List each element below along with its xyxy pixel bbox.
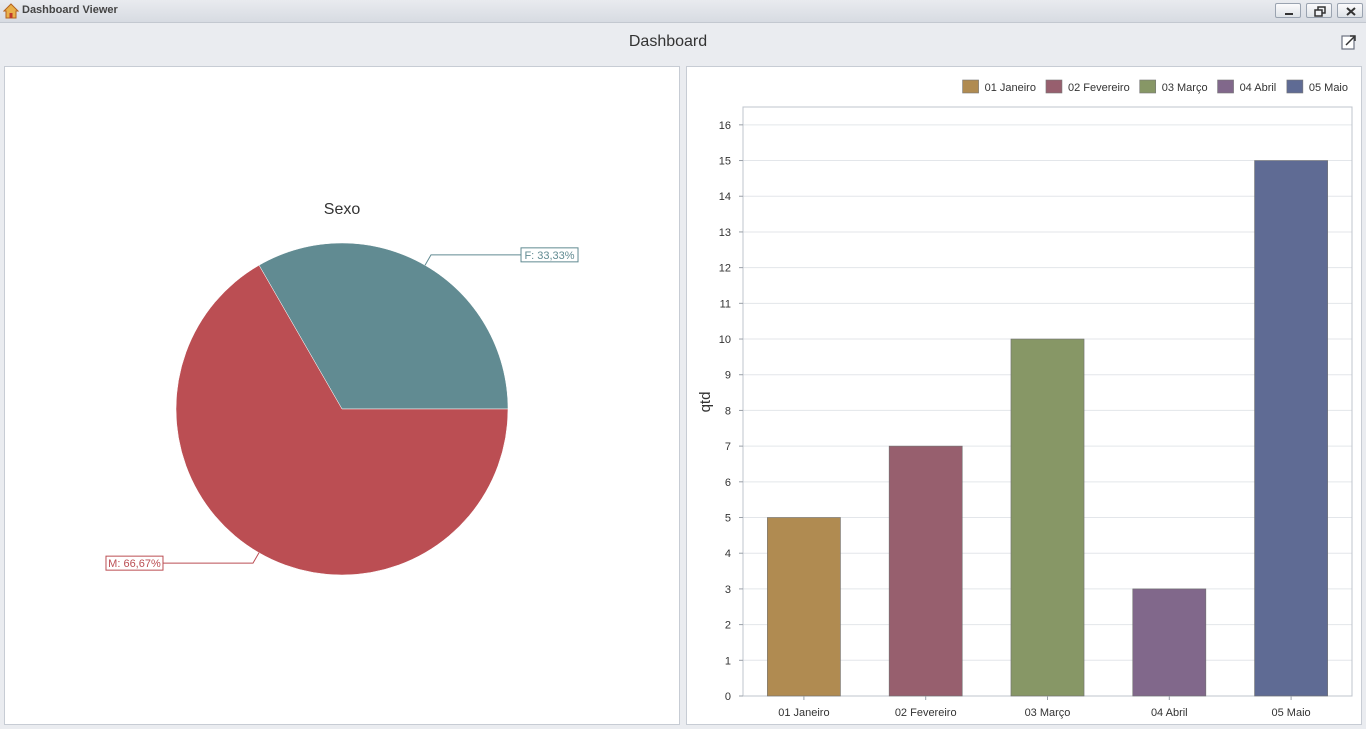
y-tick-label: 14 xyxy=(719,191,731,203)
export-icon[interactable] xyxy=(1340,33,1358,51)
y-tick-label: 4 xyxy=(725,548,731,560)
y-tick-label: 7 xyxy=(725,441,731,453)
y-tick-label: 12 xyxy=(719,263,731,275)
bar-chart-panel: 01 Janeiro 02 Fevereiro 03 Março 04 Abril 05… xyxy=(686,66,1362,725)
y-tick-label: 16 xyxy=(719,120,731,132)
x-tick-label: 03 Março xyxy=(1025,707,1071,719)
y-tick-label: 2 xyxy=(725,620,731,632)
legend-swatch-01-janeiro xyxy=(962,79,979,94)
bar-chart: 01 Janeiro 02 Fevereiro 03 Março 04 Abril 05… xyxy=(697,79,1353,719)
y-axis-label: qtd xyxy=(697,392,714,413)
x-tick-label: 04 Abril xyxy=(1151,707,1188,719)
pie-label-m: M: 66,67% xyxy=(108,558,161,570)
y-tick-label: 8 xyxy=(725,405,731,417)
pie-chart-panel: Sexo F: 33,33% M: 66,67% xyxy=(4,66,680,725)
bar-05-maio[interactable] xyxy=(1254,160,1328,697)
y-tick-label: 13 xyxy=(719,227,731,239)
window-titlebar: Dashboard Viewer xyxy=(0,0,1366,23)
dashboard-title: Dashboard xyxy=(628,33,708,50)
window-title: Dashboard Viewer xyxy=(22,4,118,16)
pie-chart: Sexo F: 33,33% M: 66,67% xyxy=(105,201,579,576)
legend-label-01-janeiro: 01 Janeiro xyxy=(985,82,1036,94)
legend-label-02-fevereiro: 02 Fevereiro xyxy=(1068,82,1130,94)
bar-01-janeiro[interactable] xyxy=(767,517,841,697)
pie-chart-title: Sexo xyxy=(324,201,361,218)
legend-label-05-maio: 05 Maio xyxy=(1309,82,1348,94)
restore-button[interactable] xyxy=(1306,3,1332,18)
legend-label-04-abril: 04 Abril xyxy=(1240,82,1277,94)
legend-label-03-marco: 03 Março xyxy=(1162,82,1208,94)
dashboard-header: Dashboard xyxy=(0,23,1366,63)
legend-swatch-05-maio xyxy=(1286,79,1304,94)
y-tick-label: 9 xyxy=(725,370,731,382)
legend-swatch-04-abril xyxy=(1217,79,1234,94)
bar-04-abril[interactable] xyxy=(1132,588,1207,697)
minimize-button[interactable] xyxy=(1275,3,1301,18)
x-tick-label: 05 Maio xyxy=(1272,707,1311,719)
legend-swatch-02-fevereiro xyxy=(1045,79,1063,94)
close-button[interactable] xyxy=(1337,3,1363,18)
y-tick-label: 10 xyxy=(719,334,731,346)
bar-03-marco[interactable] xyxy=(1010,338,1085,697)
restore-icon xyxy=(1314,6,1326,17)
pie-slice-f[interactable] xyxy=(258,242,509,410)
pie-label-box-f xyxy=(520,247,579,263)
legend-swatch-03-marco xyxy=(1139,79,1157,94)
minimize-icon xyxy=(1285,13,1293,15)
pie-label-f: F: 33,33% xyxy=(524,250,574,262)
y-tick-label: 15 xyxy=(719,156,731,168)
y-tick-label: 11 xyxy=(720,298,731,310)
y-tick-label: 3 xyxy=(725,584,731,596)
pie-label-line-m xyxy=(162,552,260,564)
pie-slice-m[interactable] xyxy=(175,264,509,576)
y-tick-label: 1 xyxy=(725,655,731,667)
close-icon xyxy=(1346,7,1356,16)
x-tick-label: 02 Fevereiro xyxy=(895,707,957,719)
y-tick-label: 6 xyxy=(725,477,731,489)
y-tick-label: 0 xyxy=(725,691,731,703)
pie-label-box-m xyxy=(105,555,164,571)
pie-label-line-f xyxy=(424,254,522,266)
home-icon xyxy=(3,3,19,19)
y-tick-label: 5 xyxy=(725,513,731,525)
bar-02-fevereiro[interactable] xyxy=(888,445,963,697)
x-tick-label: 01 Janeiro xyxy=(778,707,829,719)
